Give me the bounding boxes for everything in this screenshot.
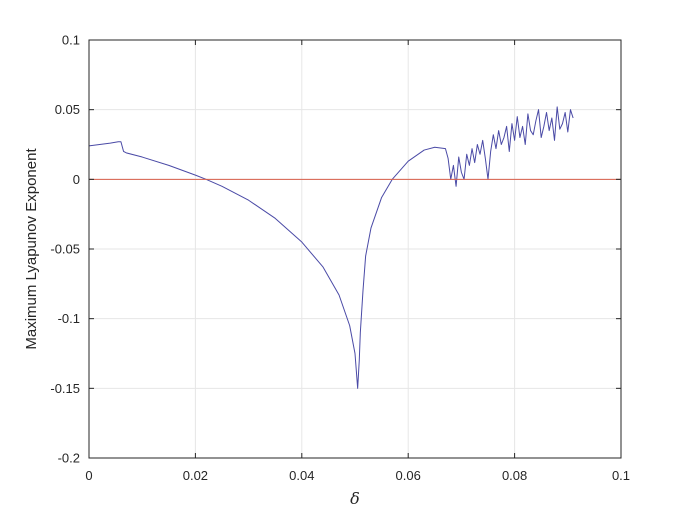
x-tick-labels: 0 0.02 0.04 0.06 0.08 0.1 xyxy=(85,468,630,483)
grid-lines xyxy=(88,39,622,459)
y-axis-label: Maximum Lyapunov Exponent xyxy=(23,148,40,350)
x-tick-label: 0.06 xyxy=(396,468,421,483)
tick-marks xyxy=(88,39,622,459)
y-tick-labels: 0.1 0.05 0 -0.05 -0.1 -0.15 -0.2 xyxy=(50,33,80,466)
y-tick-label: -0.05 xyxy=(50,242,80,257)
x-tick-label: 0.02 xyxy=(183,468,208,483)
x-axis-label: δ xyxy=(350,489,360,508)
y-tick-label: 0.05 xyxy=(55,102,80,117)
y-tick-label: -0.1 xyxy=(58,311,80,326)
y-tick-label: -0.2 xyxy=(58,451,80,466)
y-tick-label: -0.15 xyxy=(50,381,80,396)
x-tick-label: 0.04 xyxy=(289,468,314,483)
x-tick-label: 0.08 xyxy=(502,468,527,483)
x-tick-label: 0 xyxy=(85,468,92,483)
data-series xyxy=(88,106,621,389)
lyapunov-exponent-line xyxy=(88,106,574,389)
y-tick-label: 0 xyxy=(73,172,80,187)
y-tick-label: 0.1 xyxy=(62,33,80,48)
x-tick-label: 0.1 xyxy=(612,468,630,483)
